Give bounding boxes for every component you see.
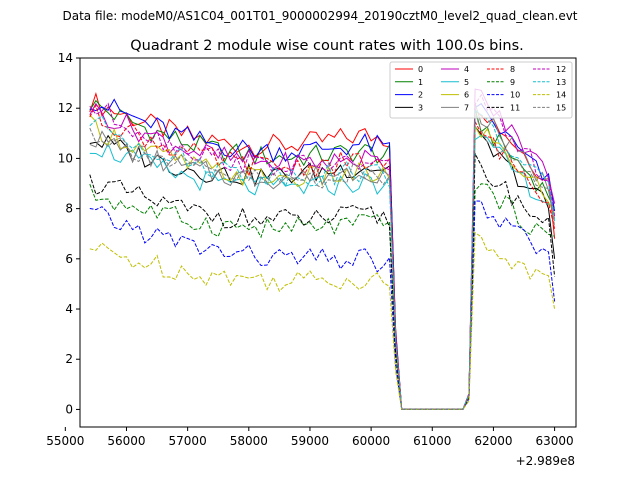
series-line-8 bbox=[89, 103, 556, 410]
x-tick-label: 63000 bbox=[536, 434, 574, 448]
legend-label-3: 3 bbox=[418, 103, 423, 112]
legend-label-15: 15 bbox=[556, 103, 566, 112]
series-line-13 bbox=[89, 108, 556, 410]
y-tick-label: 14 bbox=[58, 51, 73, 65]
legend-label-6: 6 bbox=[464, 91, 469, 100]
legend-box bbox=[389, 61, 573, 119]
y-tick-label: 6 bbox=[65, 252, 73, 266]
series-line-15 bbox=[89, 113, 556, 410]
x-tick-label: 62000 bbox=[474, 434, 512, 448]
legend-label-14: 14 bbox=[556, 91, 566, 100]
series-line-0 bbox=[89, 91, 556, 410]
legend-label-9: 9 bbox=[510, 78, 515, 87]
x-tick-label: 61000 bbox=[413, 434, 451, 448]
x-tick-label: 55000 bbox=[46, 434, 84, 448]
y-tick-label: 8 bbox=[65, 202, 73, 216]
series-line-14 bbox=[89, 231, 556, 410]
legend-label-8: 8 bbox=[510, 65, 515, 74]
legend-label-1: 1 bbox=[418, 78, 423, 87]
x-tick-label: 57000 bbox=[169, 434, 207, 448]
legend-label-10: 10 bbox=[510, 91, 520, 100]
series-layer bbox=[89, 88, 556, 410]
y-tick-label: 2 bbox=[65, 352, 73, 366]
legend-label-4: 4 bbox=[464, 65, 469, 74]
data-file-header: Data file: modeM0/AS1C04_001T01_90000029… bbox=[62, 9, 577, 23]
y-axis: 0 2 4 6 8 10 12 14 bbox=[58, 51, 80, 416]
legend-label-11: 11 bbox=[510, 103, 520, 112]
y-tick-label: 12 bbox=[58, 101, 73, 115]
x-tick-label: 60000 bbox=[352, 434, 390, 448]
legend-label-0: 0 bbox=[418, 65, 423, 74]
series-line-2 bbox=[89, 98, 556, 410]
series-line-11 bbox=[89, 151, 556, 410]
legend-label-2: 2 bbox=[418, 91, 423, 100]
x-tick-label: 59000 bbox=[291, 434, 329, 448]
series-line-5 bbox=[89, 134, 555, 410]
x-offset-label: +2.989e8 bbox=[516, 454, 575, 468]
y-tick-label: 4 bbox=[65, 302, 73, 316]
x-tick-label: 58000 bbox=[230, 434, 268, 448]
legend-label-13: 13 bbox=[556, 78, 566, 87]
chart-title: Quadrant 2 module wise count rates with … bbox=[130, 38, 524, 54]
x-tick-label: 56000 bbox=[107, 434, 145, 448]
legend-label-7: 7 bbox=[464, 103, 469, 112]
y-tick-label: 10 bbox=[58, 151, 73, 165]
series-line-9 bbox=[89, 183, 555, 410]
legend-label-5: 5 bbox=[464, 78, 469, 87]
legend-label-12: 12 bbox=[556, 65, 566, 74]
y-tick-label: 0 bbox=[65, 402, 73, 416]
plot-area: 55000 56000 57000 58000 59000 60000 61000 62000… bbox=[46, 51, 577, 448]
x-axis: 55000 56000 57000 58000 59000 60000 61000 62000… bbox=[46, 427, 574, 448]
axes-frame bbox=[79, 57, 577, 428]
series-line-10 bbox=[89, 200, 556, 410]
